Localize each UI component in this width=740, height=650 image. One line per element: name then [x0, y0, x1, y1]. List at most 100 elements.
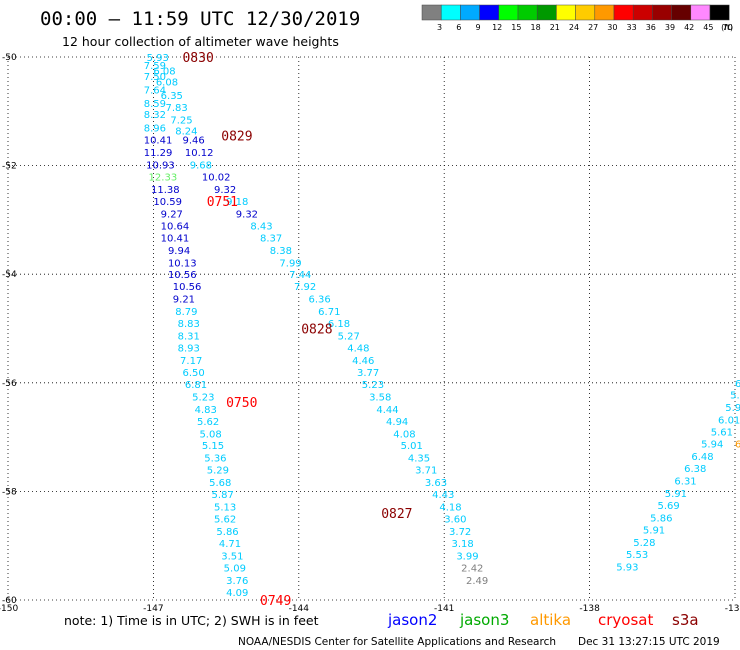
map-title: 00:00 – 11:59 UTC 12/30/2019: [40, 8, 360, 30]
lon-tick-label: -144: [289, 604, 310, 614]
wave-height-value: 4.18: [439, 503, 461, 514]
legend-swatch: [536, 4, 557, 21]
wave-height-value: 4.43: [432, 490, 454, 501]
wave-height-value: 8.32: [144, 110, 166, 121]
lon-tick-label: -147: [143, 604, 163, 614]
wave-height-value: 5.15: [202, 441, 224, 452]
satellite-key: jason2 jason3 altika cryosat s3a: [387, 611, 699, 629]
wave-height-value: 11.29: [144, 148, 173, 159]
wave-height-value: 3.60: [444, 515, 466, 526]
units-note: note: 1) Time is in UTC; 2) SWH is in fe…: [64, 613, 319, 628]
wave-height-value: 8.93: [178, 344, 200, 355]
wave-height-value: 5.87: [212, 490, 234, 501]
lat-tick-label: -52: [2, 162, 17, 172]
wave-height-value: 12.33: [149, 172, 178, 183]
satellite-cryosat: cryosat: [598, 611, 653, 629]
wave-height-value: 3.63: [425, 478, 447, 489]
wave-height-value: 6.71: [318, 307, 340, 318]
wave-height-value: 5.08: [199, 429, 221, 440]
wave-height-value: 5.28: [633, 538, 655, 549]
wave-height-value: 5.23: [362, 380, 384, 391]
pass-time-labels: 0830 0829 0751 0828 0750 0827 0749: [182, 51, 412, 609]
pass-time-label: 0830: [182, 51, 213, 66]
wave-height-value: 5.9: [725, 403, 740, 414]
wave-height-value: 9.27: [161, 209, 183, 220]
wave-height-value: 2.49: [466, 576, 488, 587]
wave-height-value: 3.71: [415, 466, 437, 477]
wave-height-value: 4.46: [352, 356, 374, 367]
axis-tick-labels: -150 -147 -144 -141 -138 -135 -50 -52 -54 -56 -58 -…: [0, 53, 740, 614]
wave-height-value: 4.35: [408, 454, 430, 465]
wave-height-value: 3.18: [451, 539, 473, 550]
legend-swatch: [652, 4, 672, 21]
wave-height-value: 4.09: [226, 588, 248, 599]
lat-tick-label: -60: [2, 596, 17, 606]
wave-height-value: 6.18: [328, 319, 350, 330]
pass-time-label: 0751: [207, 195, 238, 210]
footer-timestamp: Dec 31 13:27:15 UTC 2019: [578, 636, 720, 648]
wave-height-value: 5.61: [711, 428, 733, 439]
legend-label: 12: [492, 23, 502, 32]
legend-swatch: [440, 4, 461, 21]
wave-height-value: 5.91: [643, 525, 665, 536]
wave-height-value: 10.93: [146, 161, 175, 172]
legend-swatch: [690, 4, 711, 21]
wave-height-value: 5.36: [204, 454, 226, 465]
wave-height-legend: 3 6 9 12 15 18 21 24 27 30 33 36 39 42 45 70(ft): [421, 4, 733, 32]
wave-height-value: 7.25: [170, 115, 192, 126]
wave-height-value: 9.46: [182, 136, 204, 147]
map-subtitle: 12 hour collection of altimeter wave hei…: [62, 34, 339, 49]
wave-height-value: 6.38: [684, 464, 706, 475]
wave-height-value: 9.32: [214, 185, 236, 196]
wave-height-value: 7.44: [289, 270, 311, 281]
lon-tick-label: -138: [579, 604, 600, 614]
wave-height-value: 3.77: [357, 368, 379, 379]
legend-swatch: [632, 4, 653, 21]
wave-height-value: 9.68: [190, 161, 212, 172]
wave-height-value: 6.50: [182, 368, 204, 379]
legend-swatch: [709, 4, 730, 21]
legend-label: 3: [437, 23, 442, 32]
legend-label: 24: [569, 23, 579, 32]
legend-label: 15: [511, 23, 521, 32]
wave-height-value: 5.27: [338, 332, 360, 343]
wave-height-value: 10.13: [168, 258, 197, 269]
wave-height-value: 4.44: [376, 405, 398, 416]
lat-tick-label: -58: [2, 487, 17, 497]
wave-height-value: 5.29: [207, 466, 229, 477]
wave-height-value: 8.96: [144, 124, 166, 135]
wave-height-value: 5.86: [216, 527, 238, 538]
wave-height-value: 10.56: [168, 270, 197, 281]
satellite-altika: altika: [530, 611, 571, 629]
wave-height-value: 5.68: [209, 478, 231, 489]
wave-height-value: 6: [735, 379, 740, 390]
lon-tick-label: -141: [434, 604, 454, 614]
wave-height-value: 3.58: [369, 392, 391, 403]
pass-time-label: 0749: [260, 594, 291, 609]
wave-height-value: 4.83: [195, 405, 217, 416]
legend-label: 42: [684, 23, 694, 32]
wave-height-value: 3.72: [449, 527, 471, 538]
wave-height-value: 10.56: [173, 282, 202, 293]
legend-label: 30: [607, 23, 617, 32]
wave-height-value: 7.50: [144, 72, 166, 83]
wave-height-value: 6.08: [156, 77, 178, 88]
legend-label: 36: [646, 23, 656, 32]
legend-label: 33: [627, 23, 637, 32]
lat-lon-grid: [7, 56, 736, 601]
wave-height-value: 7.17: [180, 356, 202, 367]
lon-tick-label: -150: [0, 604, 18, 614]
pass-time-label: 0828: [301, 323, 332, 338]
lat-tick-label: -56: [2, 379, 17, 389]
legend-label: 18: [531, 23, 541, 32]
legend-swatch: [479, 4, 500, 21]
wave-height-value: 8.79: [175, 307, 197, 318]
wave-height-value: 10.41: [144, 136, 173, 147]
wave-height-value: 6: [735, 440, 740, 451]
legend-swatch: [421, 4, 442, 21]
wave-height-value: 6.48: [691, 452, 713, 463]
wave-height-value: 7.99: [279, 258, 301, 269]
wave-height-value: 5.86: [650, 513, 672, 524]
wave-height-value: 8.37: [260, 233, 282, 244]
